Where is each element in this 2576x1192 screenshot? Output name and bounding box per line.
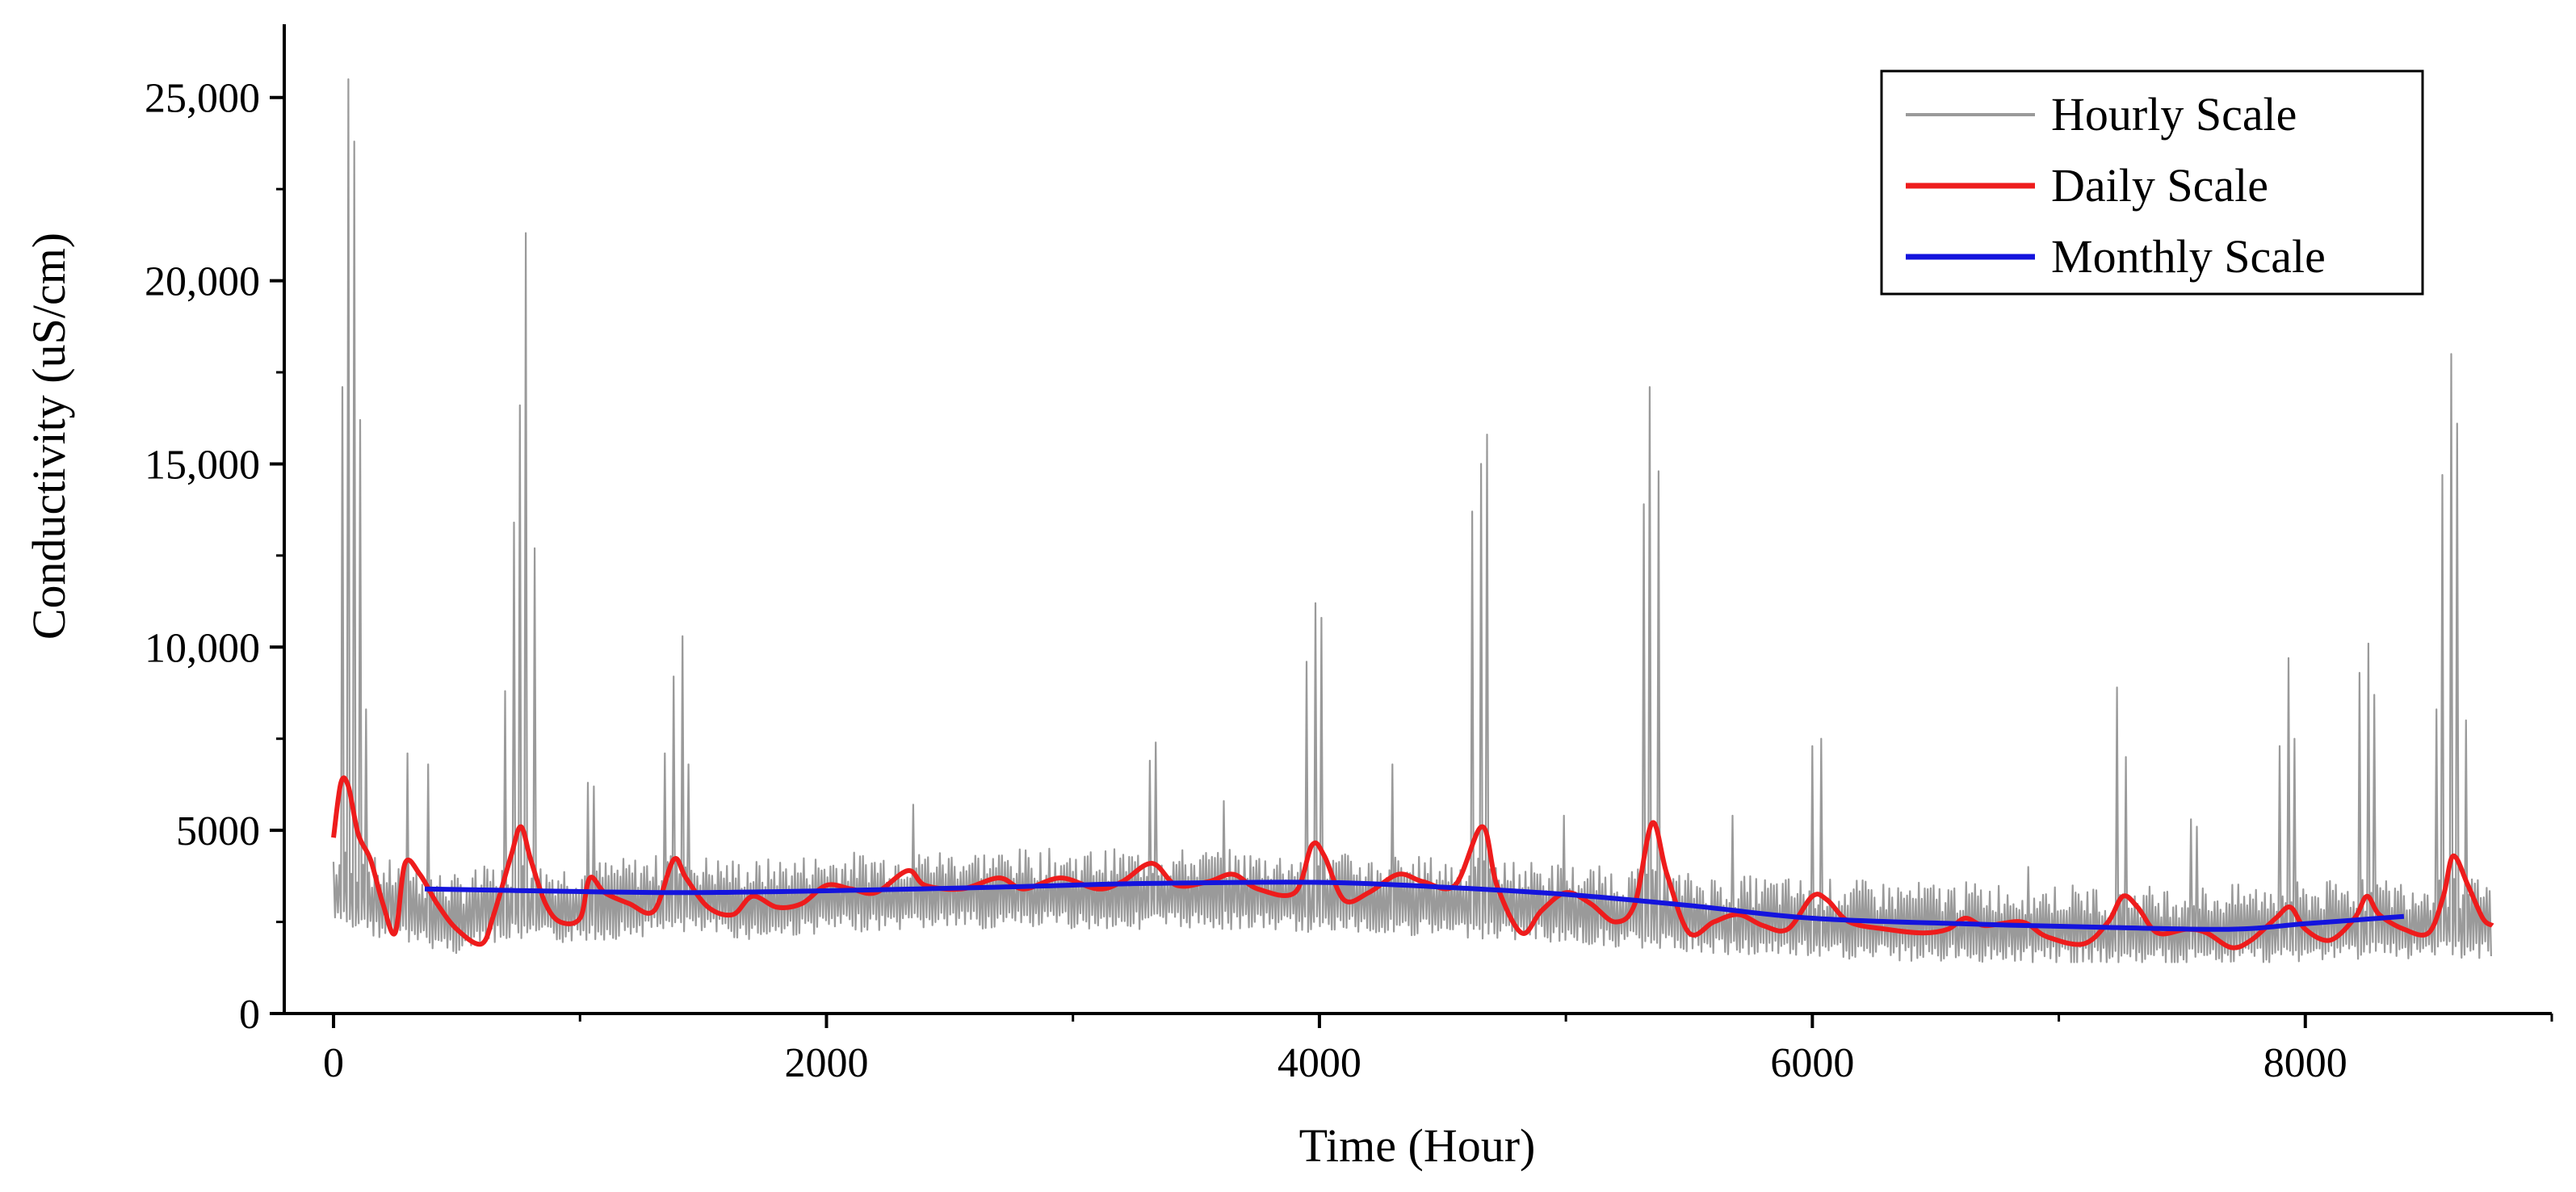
y-axis-title: Conductivity (uS/cm) (23, 233, 75, 640)
legend: Hourly Scale Daily Scale Monthly Scale (1880, 69, 2424, 296)
x-tick-label: 4000 (1278, 1040, 1361, 1086)
y-tick-label: 15,000 (145, 442, 260, 488)
legend-label-hourly: Hourly Scale (2051, 88, 2297, 141)
x-tick-label: 2000 (784, 1040, 868, 1086)
ticks: 0 2000 4000 6000 8000 0 5000 10,000 15,000 20,000… (145, 76, 2553, 1086)
x-tick-label: 6000 (1770, 1040, 1854, 1086)
legend-label-monthly: Monthly Scale (2051, 230, 2326, 283)
y-tick-label: 10,000 (145, 625, 260, 671)
plot-lines (331, 78, 2494, 963)
y-tick-label: 5000 (176, 808, 260, 854)
x-tick-label: 0 (323, 1040, 344, 1086)
legend-label-daily: Daily Scale (2051, 159, 2268, 212)
series-hourly-line (332, 78, 2492, 963)
series-monthly-line (424, 879, 2405, 932)
x-tick-label: 8000 (2263, 1040, 2347, 1086)
y-tick-label: 0 (239, 992, 260, 1038)
x-axis-title: Time (Hour) (1299, 1119, 1536, 1172)
y-tick-label: 20,000 (145, 259, 260, 305)
y-tick-label: 25,000 (145, 76, 260, 122)
